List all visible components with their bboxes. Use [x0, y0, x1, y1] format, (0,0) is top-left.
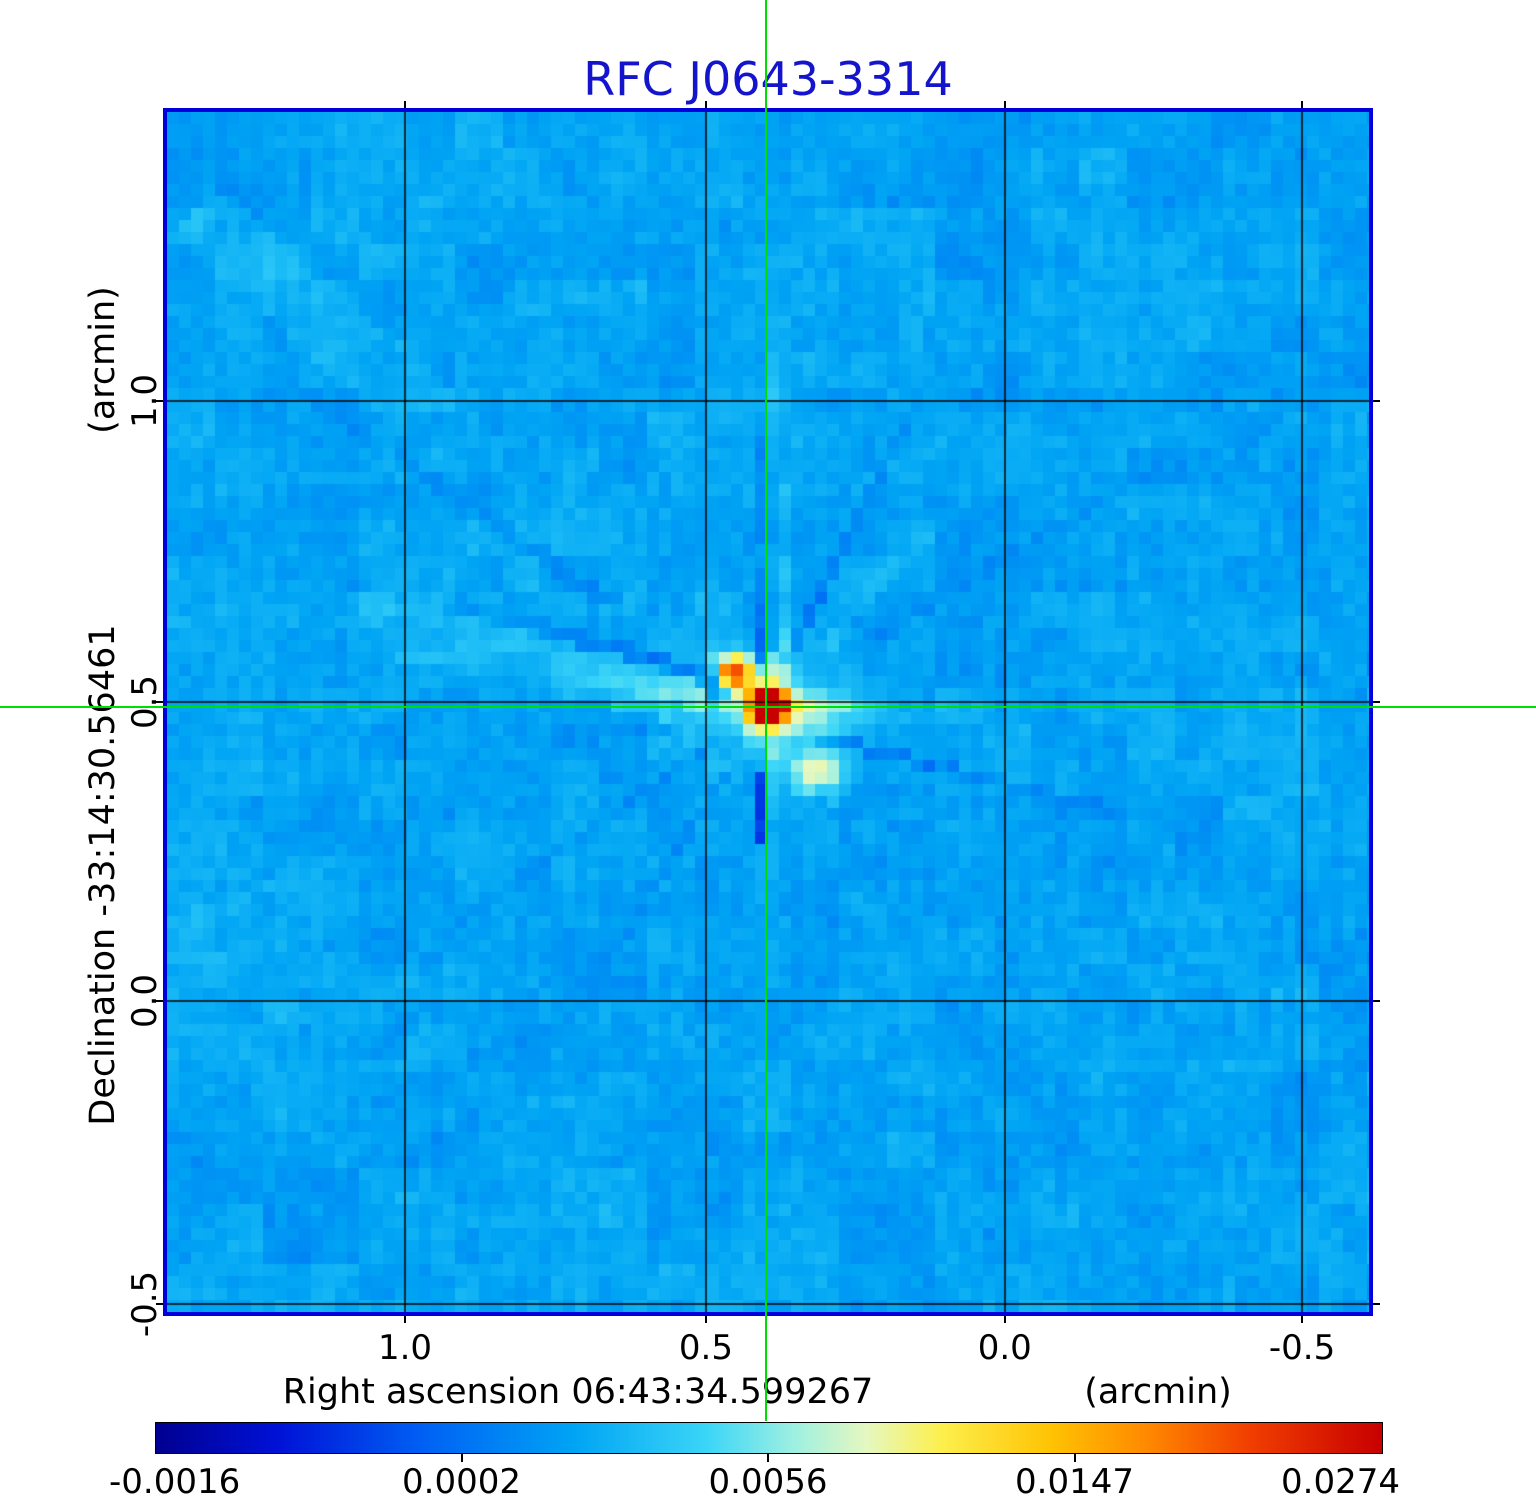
axis-tick-mark [1003, 1316, 1006, 1323]
axis-tick-mark [1073, 1454, 1076, 1462]
axis-tick-mark [704, 101, 707, 108]
axis-tick-mark [1301, 1316, 1304, 1323]
crosshair-horizontal-line [0, 705, 1536, 708]
y-axis-label: Declination -33:14:30.56461 [83, 624, 123, 1126]
sky-map-frame [163, 108, 1373, 1316]
axis-tick-mark [403, 101, 406, 108]
x-axis-unit-label: (arcmin) [1084, 1372, 1232, 1412]
axis-tick-mark [156, 701, 163, 704]
x-tick-label: -0.5 [1268, 1328, 1336, 1368]
colorbar [155, 1422, 1383, 1454]
x-tick-label: 1.0 [377, 1328, 433, 1368]
axis-tick-mark [1373, 701, 1380, 704]
sky-map-image [167, 112, 1369, 1312]
colorbar-tick-label: -0.0016 [108, 1462, 241, 1502]
axis-tick-mark [1301, 101, 1304, 108]
crosshair-vertical-line [764, 0, 767, 1421]
x-tick-label: 0.5 [678, 1328, 734, 1368]
axis-tick-mark [156, 1302, 163, 1305]
axis-tick-mark [1373, 399, 1380, 402]
axis-tick-mark [156, 999, 163, 1002]
axis-tick-mark [704, 1316, 707, 1323]
axis-tick-mark [403, 1316, 406, 1323]
axis-tick-mark [156, 399, 163, 402]
colorbar-gradient [156, 1423, 1382, 1453]
colorbar-tick-label: 0.0147 [1015, 1462, 1134, 1502]
axis-tick-mark [767, 1454, 769, 1462]
colorbar-tick-label: 0.0056 [708, 1462, 828, 1502]
y-axis-unit-label: (arcmin) [83, 286, 123, 434]
axis-tick-mark [1373, 1302, 1380, 1305]
x-tick-label: 0.0 [977, 1328, 1032, 1368]
axis-tick-mark [1003, 101, 1006, 108]
axis-tick-mark [460, 1454, 463, 1462]
colorbar-tick-label: 0.0002 [402, 1462, 521, 1502]
figure-title: RFC J0643-3314 [583, 52, 953, 106]
colorbar-tick-label: 0.0274 [1281, 1462, 1401, 1502]
x-axis-label: Right ascension 06:43:34.599267 [282, 1372, 874, 1412]
axis-tick-mark [1373, 999, 1380, 1002]
